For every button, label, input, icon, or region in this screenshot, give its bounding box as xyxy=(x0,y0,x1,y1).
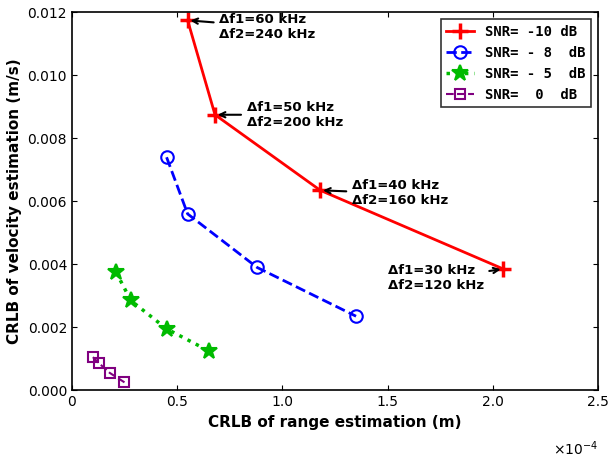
SNR=  0  dB xyxy=(95,361,103,366)
SNR= - 8  dB xyxy=(163,154,170,160)
SNR= -10 dB xyxy=(317,188,324,193)
SNR=  0  dB xyxy=(106,370,113,376)
SNR= - 5  dB xyxy=(163,326,170,332)
Legend: SNR= -10 dB, SNR= - 8  dB, SNR= - 5  dB, SNR=  0  dB: SNR= -10 dB, SNR= - 8 dB, SNR= - 5 dB, S… xyxy=(440,19,591,107)
SNR= -10 dB xyxy=(184,18,192,23)
Line: SNR= - 8  dB: SNR= - 8 dB xyxy=(160,151,362,322)
X-axis label: CRLB of range estimation (m): CRLB of range estimation (m) xyxy=(208,414,462,430)
Text: Δf1=50 kHz
Δf2=200 kHz: Δf1=50 kHz Δf2=200 kHz xyxy=(220,101,343,129)
Text: Δf1=40 kHz
Δf2=160 kHz: Δf1=40 kHz Δf2=160 kHz xyxy=(325,179,448,207)
SNR= -10 dB xyxy=(500,266,507,272)
Text: Δf1=30 kHz
Δf2=120 kHz: Δf1=30 kHz Δf2=120 kHz xyxy=(387,264,498,292)
SNR= - 5  dB xyxy=(205,348,213,353)
SNR=  0  dB xyxy=(121,380,128,385)
Text: Δf1=60 kHz
Δf2=240 kHz: Δf1=60 kHz Δf2=240 kHz xyxy=(193,12,315,41)
SNR= - 8  dB xyxy=(253,265,261,270)
SNR= - 5  dB xyxy=(112,269,120,275)
SNR= -10 dB xyxy=(211,112,219,117)
SNR= - 5  dB xyxy=(127,298,134,303)
SNR=  0  dB xyxy=(89,354,97,360)
SNR= - 8  dB xyxy=(352,313,360,319)
Text: $\times10^{-4}$: $\times10^{-4}$ xyxy=(553,439,598,458)
SNR= - 8  dB xyxy=(184,211,192,217)
Y-axis label: CRLB of velocity estimation (m/s): CRLB of velocity estimation (m/s) xyxy=(7,59,22,344)
Line: SNR= - 5  dB: SNR= - 5 dB xyxy=(108,264,217,359)
Line: SNR=  0  dB: SNR= 0 dB xyxy=(88,353,129,387)
Line: SNR= -10 dB: SNR= -10 dB xyxy=(179,12,512,277)
